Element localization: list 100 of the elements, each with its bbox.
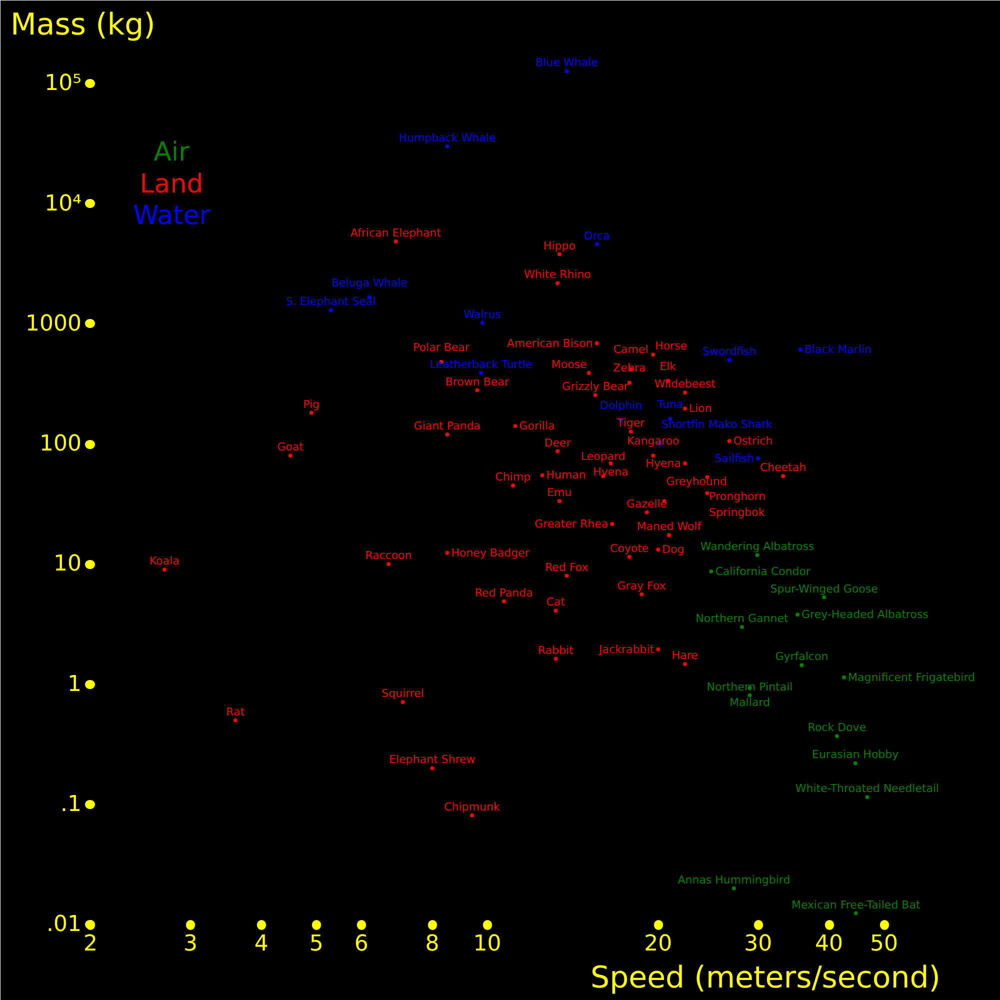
data-label: Red Panda — [474, 586, 533, 600]
data-label: S. Elephant Seal — [286, 295, 376, 308]
data-label: Raccoon — [365, 549, 412, 562]
x-tick-label: 50 — [870, 932, 898, 956]
data-label: Honey Badger — [451, 546, 530, 560]
data-label: Gazelle — [626, 497, 668, 510]
data-label: Gray Fox — [617, 579, 666, 592]
data-label: Tiger — [616, 416, 646, 430]
data-label: Maned Wolf — [636, 520, 702, 534]
data-label: Horse — [655, 340, 688, 353]
data-label: Leopard — [580, 450, 626, 464]
data-label: Black Marlin — [804, 343, 872, 356]
data-label: Hippo — [543, 239, 576, 252]
data-label: Red Fox — [545, 560, 589, 574]
data-label: Walrus — [464, 308, 502, 321]
data-label: Tuna — [656, 398, 684, 411]
y-tick-label: 10⁵ — [44, 71, 82, 96]
x-axis-title: Speed (meters/second) — [590, 960, 940, 996]
x-tick-label: 30 — [744, 932, 772, 956]
data-label: White-Throated Needletail — [795, 782, 940, 796]
y-tick-label: 10⁴ — [44, 191, 82, 216]
data-label: Giant Panda — [414, 420, 481, 433]
x-tick-label: 10 — [473, 932, 502, 956]
data-label: Coyote — [610, 542, 650, 555]
data-label: American Bison — [507, 336, 593, 350]
y-tick-label: 1 — [68, 672, 82, 697]
x-tick-label: 8 — [425, 932, 440, 956]
x-tick-label: 40 — [815, 932, 844, 956]
text: Water — [133, 200, 210, 231]
data-label: Humpback Whale — [398, 131, 496, 144]
data-label: Northern Gannet — [696, 612, 789, 625]
data-label: Dolphin — [600, 399, 642, 412]
data-label: Elephant Shrew — [389, 753, 476, 766]
data-label: Zebra — [613, 362, 646, 375]
data-label: Ostrich — [733, 434, 773, 448]
data-label: Emu — [547, 486, 572, 500]
y-tick-label: 1000 — [26, 311, 82, 336]
data-label: Magnificent Frigatebird — [848, 670, 976, 684]
data-label: Hare — [672, 649, 698, 662]
data-label: Deer — [544, 436, 572, 450]
data-label: Rat — [226, 705, 246, 718]
data-label: Moose — [551, 358, 588, 372]
data-label: Mallard — [730, 696, 770, 710]
data-label: Pig — [303, 398, 320, 411]
data-label: Northern Pintail — [706, 680, 793, 694]
y-axis-title: Mass (kg) — [10, 8, 156, 42]
data-label: Springbok — [709, 506, 766, 520]
data-label: Leatherback Turtle — [430, 358, 532, 372]
data-label: Mexican Free-Tailed Bat — [791, 898, 921, 912]
data-label: Chipmunk — [444, 800, 501, 814]
data-label: Kangaroo — [627, 434, 680, 448]
x-tick-label: 2 — [84, 932, 98, 956]
data-label: Grizzly Bear — [562, 380, 629, 394]
x-tick-label: 6 — [354, 932, 368, 956]
x-tick-label: 4 — [254, 932, 268, 956]
data-label: Beluga Whale — [331, 276, 408, 290]
data-label: Jackrabbit — [598, 642, 655, 656]
data-label: Pronghorn — [709, 490, 766, 504]
data-label: Shortfin Mako Shark — [661, 418, 773, 432]
data-label: Grey-Headed Albatross — [802, 608, 929, 622]
y-tick-label: 100 — [40, 432, 82, 457]
data-label: California Condor — [715, 564, 812, 578]
data-label: Human — [546, 468, 586, 482]
data-label: Dog — [662, 543, 684, 556]
data-label: Polar Bear — [413, 340, 470, 354]
data-label: Blue Whale — [536, 56, 598, 70]
data-label: Spur-Winged Goose — [770, 582, 878, 596]
data-label: Hyena — [646, 456, 681, 470]
data-label: Greyhound — [666, 475, 727, 488]
data-label: Lion — [688, 402, 712, 416]
data-label: Gorilla — [519, 420, 555, 433]
data-label: Cheetah — [760, 461, 806, 474]
text: Air — [154, 138, 190, 168]
data-label: Goat — [277, 440, 304, 454]
data-label: Chimp — [495, 470, 531, 484]
data-label: Wildebeest — [654, 378, 716, 391]
y-tick-label: .01 — [46, 912, 82, 937]
text: Land — [140, 169, 204, 200]
data-label: Elk — [660, 360, 677, 373]
x-tick-label: 3 — [183, 932, 198, 956]
data-label: Swordfish — [702, 345, 756, 358]
x-tick-label: 20 — [644, 932, 672, 956]
data-label: White Rhino — [524, 268, 592, 282]
data-label: Squirrel — [382, 687, 424, 700]
x-tick-label: 5 — [309, 932, 324, 956]
data-label: Eurasian Hobby — [812, 748, 900, 762]
data-label: Rabbit — [538, 644, 574, 657]
data-label: Camel — [613, 343, 648, 356]
data-label: Greater Rhea — [534, 517, 608, 530]
y-tick-label: 10 — [54, 552, 82, 577]
data-label: Gyrfalcon — [775, 650, 828, 664]
data-label: Annas Hummingbird — [678, 873, 790, 886]
data-label: Koala — [150, 554, 180, 568]
data-label: Cat — [546, 596, 566, 609]
data-label: Sailfish — [714, 452, 754, 465]
data-label: Rock Dove — [808, 721, 866, 734]
data-label: African Elephant — [350, 226, 442, 240]
data-label: Brown Bear — [445, 375, 510, 388]
data-label: Wandering Albatross — [700, 540, 814, 554]
data-label: Orca — [584, 229, 610, 242]
